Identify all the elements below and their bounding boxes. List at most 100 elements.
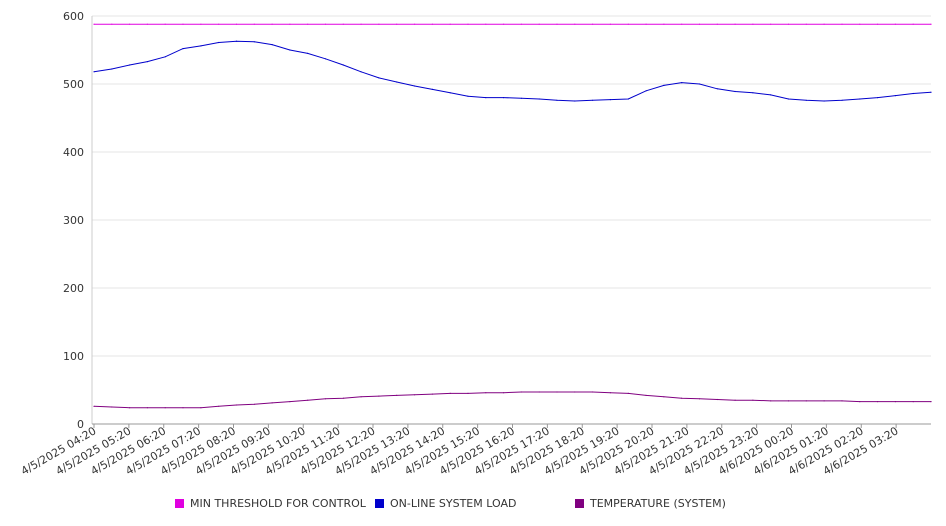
data-point bbox=[556, 99, 558, 101]
data-point bbox=[698, 398, 701, 400]
data-point bbox=[592, 99, 594, 101]
data-point bbox=[805, 400, 807, 402]
data-point bbox=[503, 23, 505, 25]
data-point bbox=[253, 41, 255, 43]
legend-label-min-threshold: MIN THRESHOLD FOR CONTROL bbox=[190, 497, 366, 510]
data-point bbox=[894, 23, 897, 25]
data-point bbox=[823, 100, 825, 102]
data-point bbox=[164, 407, 166, 409]
data-point bbox=[342, 397, 344, 399]
data-point bbox=[752, 399, 754, 401]
y-tick-label: 500 bbox=[63, 78, 84, 91]
data-point bbox=[342, 64, 344, 66]
data-point bbox=[307, 23, 309, 25]
legend-label-temperature: TEMPERATURE (SYSTEM) bbox=[590, 497, 726, 510]
data-point bbox=[378, 23, 380, 25]
data-point bbox=[681, 23, 683, 25]
data-point bbox=[271, 402, 273, 404]
data-point bbox=[129, 23, 131, 25]
data-point bbox=[609, 23, 612, 25]
data-point bbox=[627, 23, 629, 25]
data-point bbox=[787, 23, 790, 25]
data-point bbox=[663, 396, 665, 398]
data-point bbox=[414, 394, 416, 396]
data-point bbox=[164, 23, 166, 25]
data-point bbox=[716, 88, 718, 90]
data-point bbox=[877, 401, 879, 403]
data-point bbox=[503, 97, 505, 99]
data-point bbox=[218, 23, 220, 25]
data-point bbox=[752, 92, 754, 94]
data-point bbox=[271, 23, 273, 25]
data-point bbox=[253, 403, 255, 405]
data-point bbox=[556, 391, 558, 393]
data-point bbox=[859, 401, 861, 403]
data-point bbox=[396, 23, 398, 25]
data-point bbox=[146, 23, 148, 25]
data-point bbox=[538, 98, 540, 100]
legend-item-min-threshold: MIN THRESHOLD FOR CONTROL bbox=[175, 497, 366, 510]
chart-svg: 0 100 200 300 400 500 600 4/5/2025 04:204/5/20… bbox=[19, 10, 932, 478]
data-point bbox=[485, 23, 487, 25]
data-point bbox=[859, 23, 861, 25]
data-point bbox=[93, 405, 95, 407]
data-point bbox=[663, 84, 665, 86]
data-point bbox=[485, 392, 487, 394]
data-point bbox=[218, 41, 220, 44]
data-point bbox=[520, 23, 523, 25]
data-point bbox=[538, 23, 540, 25]
data-point bbox=[645, 394, 647, 396]
data-point bbox=[805, 99, 807, 101]
y-axis-tick-labels: 0 100 200 300 400 500 600 bbox=[63, 10, 84, 431]
series-line bbox=[93, 40, 932, 102]
data-point bbox=[609, 99, 612, 101]
legend-swatch-min-threshold bbox=[175, 499, 184, 508]
grid-lines bbox=[92, 15, 931, 357]
data-point bbox=[360, 396, 362, 398]
data-point bbox=[894, 95, 897, 97]
data-point bbox=[592, 23, 594, 25]
data-point bbox=[716, 23, 718, 25]
data-point bbox=[235, 40, 238, 42]
x-axis-tick-labels: 4/5/2025 04:204/5/2025 05:204/5/2025 06:… bbox=[19, 424, 901, 478]
data-point bbox=[93, 71, 95, 73]
data-point bbox=[574, 391, 576, 393]
data-point bbox=[414, 23, 416, 25]
legend-swatch-temperature bbox=[575, 499, 584, 508]
data-point bbox=[431, 23, 433, 25]
data-point bbox=[449, 92, 451, 94]
data-point bbox=[556, 23, 558, 25]
data-point bbox=[538, 391, 540, 393]
data-point bbox=[734, 399, 736, 401]
data-point bbox=[431, 88, 433, 90]
data-point bbox=[930, 91, 932, 93]
data-point bbox=[129, 407, 131, 409]
data-point bbox=[360, 71, 362, 73]
data-point bbox=[289, 49, 291, 51]
legend-swatch-system-load bbox=[375, 499, 384, 508]
y-tick-label: 100 bbox=[63, 350, 84, 363]
data-point bbox=[235, 23, 238, 25]
legend-item-temperature: TEMPERATURE (SYSTEM) bbox=[575, 497, 726, 510]
data-point bbox=[449, 392, 451, 394]
data-point bbox=[752, 23, 754, 25]
data-point bbox=[164, 56, 166, 58]
data-point bbox=[574, 23, 576, 25]
data-point bbox=[698, 83, 701, 85]
data-point bbox=[841, 23, 843, 25]
data-point bbox=[93, 23, 95, 25]
data-point bbox=[627, 98, 629, 100]
data-point bbox=[787, 98, 790, 100]
data-point bbox=[912, 92, 914, 95]
data-point bbox=[218, 405, 220, 407]
data-point bbox=[307, 399, 309, 401]
data-point bbox=[467, 95, 469, 97]
y-tick-label: 0 bbox=[77, 418, 84, 431]
data-point bbox=[645, 23, 647, 25]
legend: MIN THRESHOLD FOR CONTROL ON-LINE SYSTEM… bbox=[0, 497, 946, 515]
data-point bbox=[574, 100, 576, 102]
series-lines bbox=[93, 23, 932, 409]
data-point bbox=[823, 400, 825, 402]
data-point bbox=[146, 61, 148, 63]
data-point bbox=[182, 23, 184, 25]
